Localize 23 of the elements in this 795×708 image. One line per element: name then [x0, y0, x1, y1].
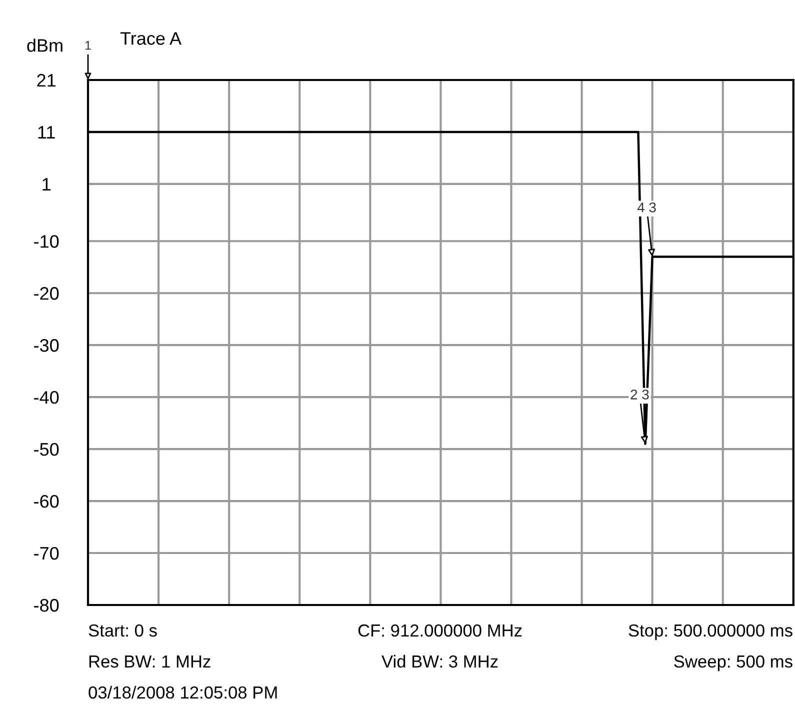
annotation: 2 3 [630, 390, 649, 400]
text: CF: 912.000000 MHz [358, 624, 522, 637]
y-tick-label: 1 [42, 178, 50, 191]
text: Stop: 500.000000 ms [628, 624, 792, 640]
y-tick-label: -20 [34, 287, 59, 300]
text: Vid BW: 3 MHz [382, 654, 498, 668]
text: Start: 0 s [88, 624, 157, 637]
text: 03/18/2008 12:05:08 PM [88, 686, 277, 699]
text: Res BW: 1 MHz [89, 656, 210, 668]
annotation: 4 3 [637, 202, 656, 212]
y-tick-label: -10 [34, 235, 59, 248]
y-tick-label: -50 [34, 442, 59, 456]
y-tick-label: 11 [38, 126, 55, 139]
y-axis-title: dBm [27, 38, 62, 52]
y-tick-label: -70 [34, 546, 59, 560]
y-tick-label: -30 [34, 339, 59, 352]
y-tick-label: -40 [34, 391, 59, 404]
y-tick-label: -80 [34, 598, 59, 612]
chart-subtitle: Trace A [120, 32, 182, 45]
y-tick-label: -60 [34, 494, 59, 508]
y-tick-label: 21 [37, 74, 56, 87]
text: Sweep: 500 ms [674, 655, 792, 672]
text: 1 [85, 41, 91, 50]
